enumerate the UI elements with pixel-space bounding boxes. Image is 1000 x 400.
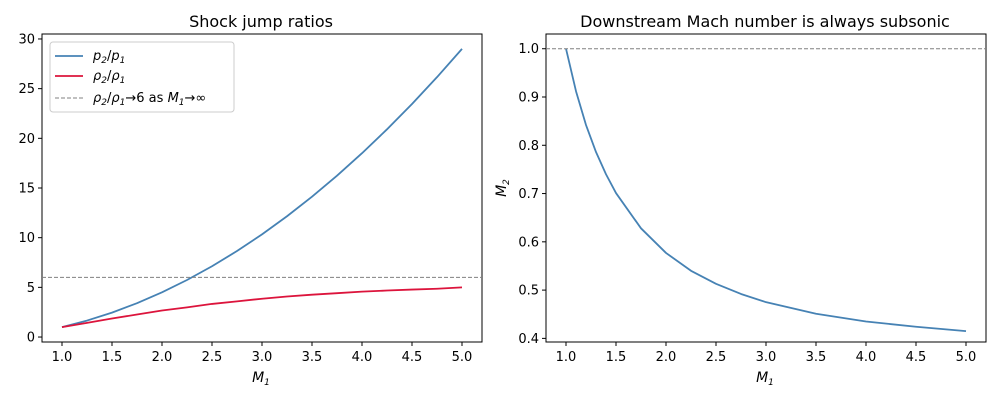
chart-title: Shock jump ratios: [189, 12, 333, 31]
y-tick-label: 0: [27, 331, 35, 346]
series-lines: [42, 48, 482, 328]
legend: p2/p1 ρ2/ρ1 ρ2/ρ1→6 as M1→∞: [49, 41, 235, 113]
y-tick-label: 1.0: [518, 42, 539, 57]
series-lines: [546, 48, 986, 333]
plot-frame: [545, 33, 987, 343]
x-tick-label: 4.0: [352, 350, 373, 365]
x-tick-label: 2.0: [656, 350, 677, 365]
x-tick-label: 1.5: [606, 350, 627, 365]
x-tick-label: 1.5: [102, 350, 123, 365]
series-line-0: [565, 48, 967, 333]
y-tick-label: 0.6: [518, 235, 539, 250]
downstream-mach-chart: Downstream Mach number is always subsoni…: [494, 12, 987, 388]
legend-label-density: ρ2/ρ1: [93, 69, 125, 86]
x-axis-ticks: 1.0 1.5 2.0 2.5 3.0 3.5 4.0 4.5 5.0: [52, 342, 473, 365]
x-tick-label: 3.5: [302, 350, 323, 365]
x-tick-label: 3.0: [252, 350, 273, 365]
x-tick-label: 2.0: [152, 350, 173, 365]
x-tick-label: 5.0: [452, 350, 473, 365]
y-tick-label: 0.9: [518, 91, 539, 106]
y-tick-label: 30: [18, 32, 35, 47]
y-tick-label: 10: [18, 231, 35, 246]
x-tick-label: 4.0: [856, 350, 877, 365]
x-tick-label: 1.0: [52, 350, 73, 365]
jump-ratios-chart: Shock jump ratios 0 5 10 15 20 25 30 1.0 1.5 2.0…: [18, 12, 483, 388]
x-tick-label: 2.5: [706, 350, 727, 365]
legend-box: [49, 41, 235, 113]
x-axis-ticks: 1.0 1.5 2.0 2.5 3.0 3.5 4.0 4.5 5.0: [556, 342, 977, 365]
y-tick-label: 25: [18, 82, 35, 97]
y-tick-label: 0.5: [518, 284, 539, 299]
y-tick-label: 20: [18, 132, 35, 147]
y-tick-label: 0.8: [518, 139, 539, 154]
y-tick-label: 0.4: [518, 332, 539, 347]
x-tick-label: 4.5: [402, 350, 423, 365]
x-tick-label: 4.5: [906, 350, 927, 365]
y-axis-label: M2: [494, 179, 512, 197]
x-tick-label: 2.5: [202, 350, 223, 365]
chart-title: Downstream Mach number is always subsoni…: [580, 12, 950, 31]
y-axis-ticks: 0.4 0.5 0.6 0.7 0.8 0.9 1.0: [518, 42, 546, 347]
series-line-1: [61, 286, 463, 328]
y-tick-label: 0.7: [518, 187, 539, 202]
legend-label-pressure: p2/p1: [92, 49, 125, 66]
series-line-0: [61, 48, 463, 328]
x-tick-label: 3.5: [806, 350, 827, 365]
y-tick-label: 5: [27, 281, 35, 296]
y-axis-ticks: 0 5 10 15 20 25 30: [18, 32, 42, 346]
x-tick-label: 1.0: [556, 350, 577, 365]
x-axis-label: M1: [252, 370, 270, 388]
x-tick-label: 3.0: [756, 350, 777, 365]
x-tick-label: 5.0: [956, 350, 977, 365]
legend-label-limit: ρ2/ρ1→6 as M1→∞: [93, 91, 206, 108]
y-tick-label: 15: [18, 182, 35, 197]
x-axis-label: M1: [756, 370, 774, 388]
